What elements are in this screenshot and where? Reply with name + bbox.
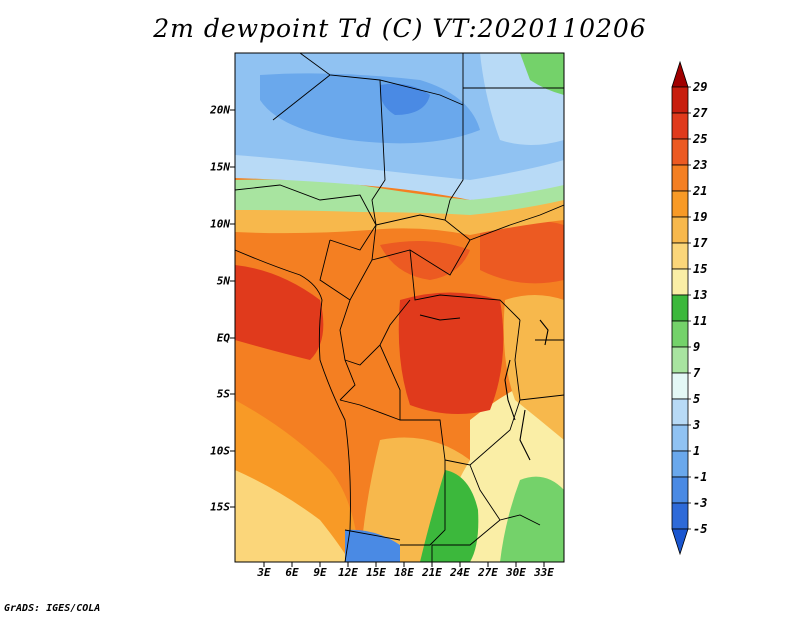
field-sahara-darker (379, 83, 430, 115)
lat-label: 15S (210, 500, 230, 514)
lat-label: 5S (216, 387, 230, 401)
lat-label: 5N (216, 274, 230, 288)
colorbar-bottom-arrow (671, 528, 689, 556)
colorbar-label: 9 (693, 340, 701, 354)
colorbar-top-arrow (671, 60, 689, 88)
colorbar (671, 60, 691, 556)
colorbar-label: -5 (693, 522, 708, 536)
field-green-south (420, 470, 479, 562)
colorbar-label: -3 (693, 496, 708, 510)
field-core-north (380, 241, 470, 280)
colorbar-label: 21 (693, 184, 708, 198)
colorbar-label: 25 (693, 132, 708, 146)
country-borders (235, 53, 564, 562)
colorbar-label: 17 (693, 236, 708, 250)
lat-label: 10N (210, 217, 230, 231)
lon-label: 18E (394, 566, 414, 579)
lon-label: 12E (338, 566, 358, 579)
colorbar-swatch (671, 398, 689, 426)
field-core-west (235, 265, 324, 360)
lon-label: 30E (506, 566, 526, 579)
colorbar-swatch (671, 268, 689, 296)
colorbar-label: 23 (693, 158, 708, 172)
colorbar-swatch (671, 372, 689, 400)
colorbar-label: 15 (693, 262, 708, 276)
colorbar-swatch (671, 294, 689, 322)
colorbar-label: 27 (693, 106, 708, 120)
lat-label: 20N (210, 103, 230, 117)
colorbar-swatch (671, 424, 689, 452)
field-core-east (398, 292, 504, 414)
colorbar-label: 11 (693, 314, 708, 328)
colorbar-label: 7 (693, 366, 701, 380)
colorbar-label: 1 (693, 444, 701, 458)
lat-label: 10S (210, 444, 230, 458)
colorbar-label: -1 (693, 470, 708, 484)
colorbar-swatch (671, 320, 689, 348)
lakes (419, 314, 549, 461)
field-sahel-pale (235, 155, 564, 200)
colorbar-swatch (671, 164, 689, 192)
lat-label: EQ (216, 331, 230, 345)
map-frame (234, 52, 565, 563)
colorbar-swatch (671, 138, 689, 166)
colorbar-label: 19 (693, 210, 708, 224)
coastline (235, 249, 351, 562)
lon-label: 15E (366, 566, 386, 579)
colorbar-label: 5 (693, 392, 701, 406)
colorbar-swatch (671, 502, 689, 530)
field-core-ne (480, 220, 564, 284)
lon-label: 27E (478, 566, 498, 579)
colorbar-swatch (671, 242, 689, 270)
colorbar-swatch (671, 86, 689, 114)
lon-label: 3E (257, 566, 271, 579)
field-south-central (360, 437, 470, 562)
lat-label: 15N (210, 160, 230, 174)
colorbar-label: 13 (693, 288, 708, 302)
lon-label: 9E (313, 566, 327, 579)
field-green-east (500, 476, 564, 562)
lon-label: 33E (534, 566, 554, 579)
lon-label: 6E (285, 566, 299, 579)
field-band-green (235, 179, 564, 215)
colorbar-label: 3 (693, 418, 701, 432)
colorbar-swatch (671, 450, 689, 478)
lon-label: 24E (450, 566, 470, 579)
colorbar-swatch (671, 112, 689, 140)
colorbar-swatch (671, 346, 689, 374)
field-nile (520, 53, 564, 95)
axis-ticks (230, 109, 545, 567)
colorbar-label: 29 (693, 80, 708, 94)
field-south-west-light (235, 470, 350, 562)
credit-text: GrADS: IGES/COLA (4, 603, 101, 614)
colorbar-swatch (671, 216, 689, 244)
lon-label: 21E (422, 566, 442, 579)
chart-title: 2m dewpoint Td (C) VT:2020110206 (153, 14, 647, 43)
colorbar-swatch (671, 476, 689, 504)
colorbar-swatch (671, 190, 689, 218)
